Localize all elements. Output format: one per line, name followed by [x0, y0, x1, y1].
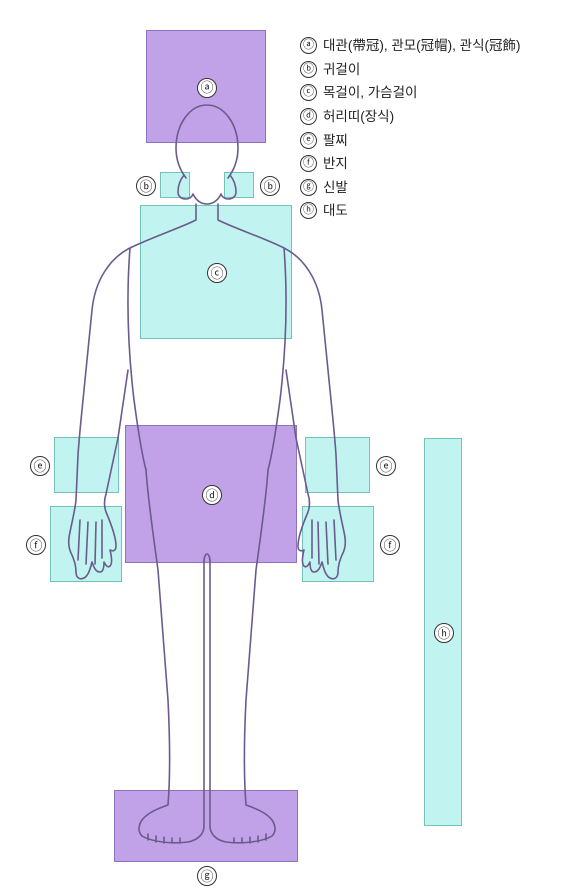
bracelet-right-label: ⓔ — [376, 456, 396, 476]
earring-right-label: ⓑ — [260, 176, 280, 196]
body-outline — [0, 0, 570, 888]
shoes-region-label: ⓖ — [197, 866, 217, 886]
crown-region-label: ⓐ — [197, 78, 217, 98]
bracelet-left-label: ⓔ — [30, 456, 50, 476]
necklace-region-label: ⓒ — [207, 263, 227, 283]
belt-region-label: ⓓ — [202, 485, 222, 505]
ring-left-label: ⓕ — [26, 535, 46, 555]
earring-left-label: ⓑ — [136, 176, 156, 196]
ring-right-label: ⓕ — [380, 535, 400, 555]
sword-region-label: ⓗ — [434, 623, 454, 643]
diagram-canvas: ⓐⓑⓑⓒⓓⓔⓔⓕⓕⓖⓗ ⓐ대관(帶冠), 관모(冠帽), 관식(冠飾)ⓑ귀걸이ⓒ… — [0, 0, 570, 888]
